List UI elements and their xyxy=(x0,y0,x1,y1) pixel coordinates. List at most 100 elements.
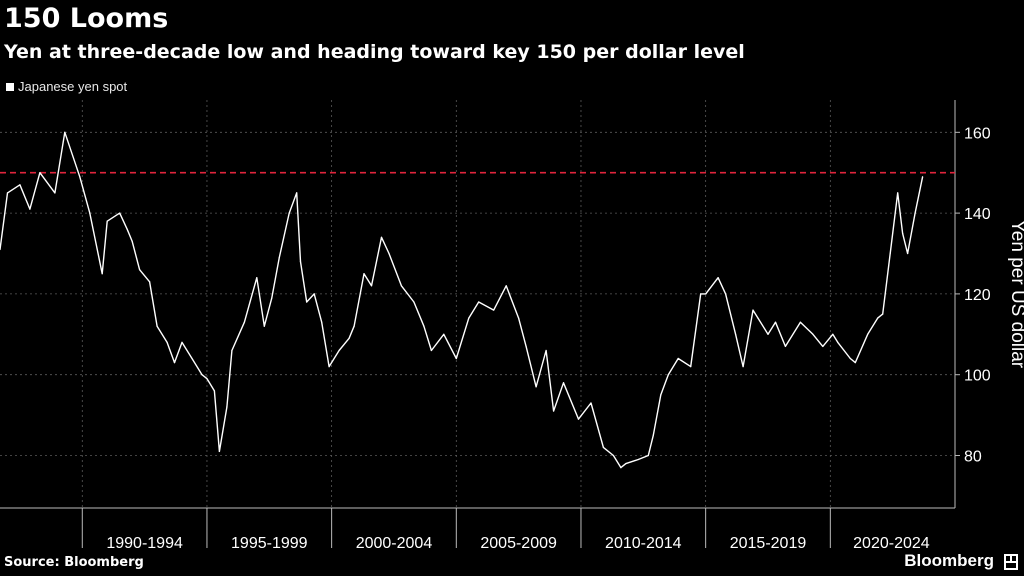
data-point xyxy=(201,374,203,376)
data-point xyxy=(353,325,355,327)
data-point xyxy=(6,192,9,194)
data-point xyxy=(518,317,520,319)
data-point xyxy=(388,252,390,255)
data-point xyxy=(166,341,168,343)
data-point xyxy=(889,252,891,255)
data-point xyxy=(213,390,216,392)
data-point xyxy=(854,361,856,364)
data-point xyxy=(602,446,605,449)
data-point xyxy=(39,172,41,174)
data-point xyxy=(620,467,622,469)
data-point xyxy=(243,321,245,323)
y-tick-label-80: 80 xyxy=(964,448,982,465)
data-point xyxy=(263,325,265,327)
data-point xyxy=(119,212,121,214)
data-point xyxy=(535,386,537,388)
data-point xyxy=(278,256,280,259)
bloomberg-terminal-icon xyxy=(1004,554,1018,570)
data-point xyxy=(625,462,627,465)
data-point xyxy=(545,349,547,352)
data-point xyxy=(231,349,233,352)
data-point xyxy=(288,212,290,214)
data-point xyxy=(468,317,470,319)
data-point xyxy=(131,240,133,242)
data-point xyxy=(867,333,869,335)
data-point xyxy=(54,192,56,194)
data-point xyxy=(256,277,258,279)
data-point xyxy=(742,366,744,368)
data-point xyxy=(126,228,128,230)
y-tick-label-120: 120 xyxy=(964,287,991,304)
data-point xyxy=(637,458,639,461)
data-point xyxy=(690,366,692,368)
data-point xyxy=(652,434,654,436)
data-point xyxy=(882,313,884,315)
data-point xyxy=(757,317,759,319)
data-point xyxy=(784,345,787,348)
data-point xyxy=(612,454,614,457)
data-point xyxy=(313,293,315,295)
data-point xyxy=(218,450,221,453)
legend: Japanese yen spot xyxy=(6,79,127,94)
series-line-japanese-yen-spot xyxy=(0,131,924,469)
data-point xyxy=(423,325,425,327)
y-tick-label-160: 160 xyxy=(964,125,991,142)
y-tick-label-140: 140 xyxy=(964,206,991,223)
data-point xyxy=(370,285,373,287)
data-point xyxy=(677,357,679,360)
legend-swatch xyxy=(6,82,14,91)
data-point xyxy=(647,454,649,457)
data-point xyxy=(226,406,228,408)
data-point xyxy=(400,285,403,287)
data-point xyxy=(79,176,81,178)
data-point xyxy=(799,321,802,323)
data-point xyxy=(767,333,769,335)
data-point xyxy=(914,212,916,214)
data-point xyxy=(752,309,754,311)
data-point xyxy=(725,293,727,295)
data-point xyxy=(717,277,719,279)
data-point xyxy=(328,366,330,368)
data-point xyxy=(296,192,298,194)
data-point xyxy=(299,260,302,263)
y-tick-label-100: 100 xyxy=(964,368,991,385)
data-point xyxy=(321,321,323,323)
data-point xyxy=(562,382,565,384)
chart-subtitle: Yen at three-decade low and heading towa… xyxy=(4,41,745,63)
data-point xyxy=(478,301,480,303)
data-point xyxy=(156,325,158,327)
legend-label-japanese-yen-spot: Japanese yen spot xyxy=(18,79,128,94)
data-point xyxy=(206,378,208,380)
data-point xyxy=(897,192,899,194)
data-point xyxy=(413,301,415,303)
data-point xyxy=(430,349,432,352)
data-point xyxy=(19,184,21,186)
data-point xyxy=(734,333,737,335)
data-point xyxy=(505,285,507,287)
data-point xyxy=(443,333,445,335)
data-point xyxy=(667,374,669,376)
data-point xyxy=(700,293,702,295)
data-point xyxy=(577,418,580,420)
data-point xyxy=(837,341,839,343)
chart-title: 150 Looms xyxy=(4,3,169,34)
data-point xyxy=(849,357,851,360)
x-tick-label-2020-2024: 2020-2024 xyxy=(853,535,930,552)
brand-logo-text: Bloomberg xyxy=(904,551,994,570)
data-point xyxy=(493,309,495,311)
x-tick-label-2010-2014: 2010-2014 xyxy=(605,535,682,552)
data-point xyxy=(380,236,383,238)
data-point xyxy=(660,394,662,396)
x-tick-label-2000-2004: 2000-2004 xyxy=(356,535,433,552)
x-tick-label-2005-2009: 2005-2009 xyxy=(480,535,557,552)
data-point xyxy=(306,301,308,303)
source-note: Source: Bloomberg xyxy=(4,555,144,570)
data-point xyxy=(338,349,340,352)
data-point xyxy=(191,357,193,360)
x-tick-label-1995-1999: 1995-1999 xyxy=(231,535,308,552)
data-point xyxy=(877,317,879,319)
data-point xyxy=(902,232,904,234)
y-axis-title: Yen per US dollar xyxy=(1007,220,1024,369)
data-point xyxy=(29,208,31,210)
